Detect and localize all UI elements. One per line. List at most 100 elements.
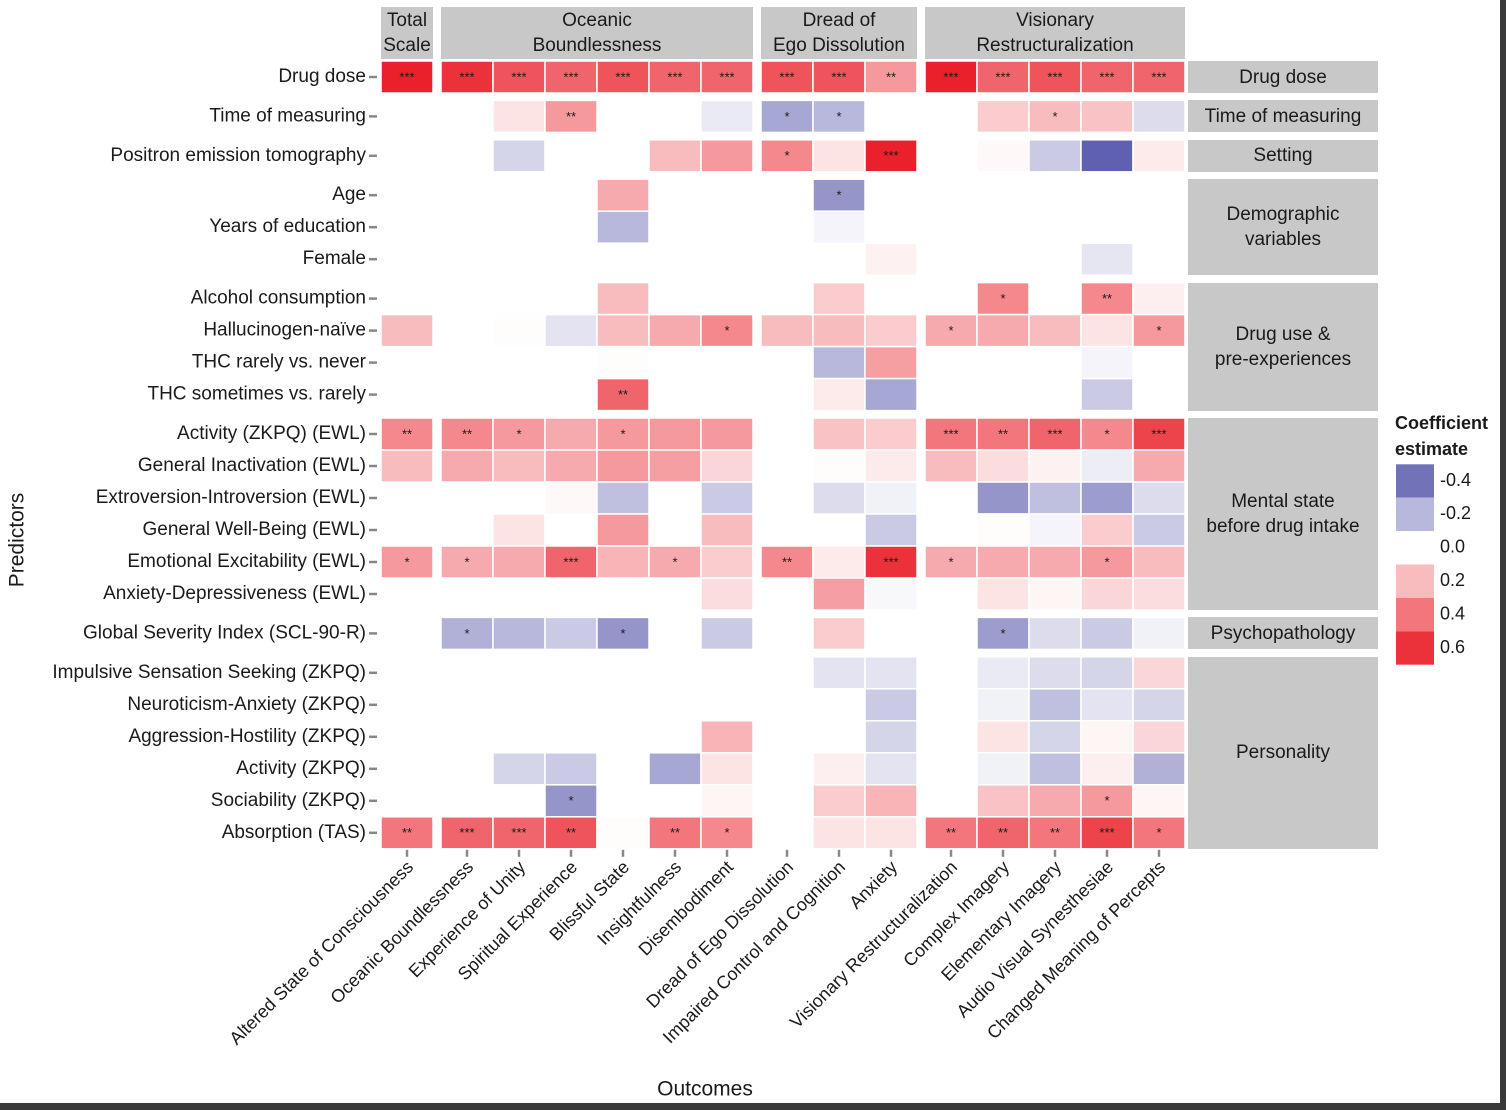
heatmap-cell (1028, 417, 1082, 451)
heatmap-cell (492, 616, 546, 651)
y-tick-label: Emotional Excitability (EWL) (127, 551, 366, 572)
y-tick-label: THC rarely vs. never (192, 352, 367, 373)
heatmap-cell (976, 720, 1030, 754)
heatmap-cell (1132, 720, 1186, 754)
row-group-header: Time of measuring (1188, 100, 1378, 133)
significance-label: * (948, 554, 953, 569)
significance-label: *** (615, 69, 630, 84)
significance-label: *** (1047, 426, 1062, 441)
significance-label: * (1104, 426, 1109, 441)
significance-label: *** (399, 69, 414, 84)
heatmap-cell (1080, 513, 1134, 547)
heatmap-cell (1028, 139, 1082, 173)
heatmap-cell (492, 752, 546, 786)
significance-label: ** (402, 426, 412, 441)
heatmap-cell (760, 313, 814, 348)
heatmap-cell (924, 60, 978, 94)
heatmap-cell (596, 816, 650, 850)
significance-label: * (836, 109, 841, 124)
significance-label: *** (563, 554, 578, 569)
legend-swatch (1396, 531, 1434, 565)
heatmap-cell (976, 513, 1030, 547)
heatmap-cell (812, 281, 866, 316)
significance-label: ** (670, 825, 680, 840)
heatmap-cell (1132, 313, 1186, 348)
significance-label: * (836, 188, 841, 203)
heatmap-cell (924, 816, 978, 850)
row-group-header: Demographic variables (1188, 179, 1378, 276)
heatmap-cell (544, 816, 598, 850)
significance-label: *** (667, 69, 682, 84)
heatmap-cell (864, 481, 918, 515)
x-axis-title: Outcomes (657, 1078, 753, 1101)
heatmap-cell (864, 377, 918, 412)
heatmap-cell (976, 577, 1030, 611)
heatmap-cell (812, 345, 866, 380)
heatmap-cell (1080, 545, 1134, 579)
heatmap-cell (440, 417, 494, 451)
significance-label: ** (998, 825, 1008, 840)
y-tick-label: Female (303, 248, 366, 269)
legend-swatch (1396, 497, 1434, 532)
heatmap-cell (1132, 281, 1186, 316)
heatmap-cell (1028, 577, 1082, 611)
heatmap-cell (700, 481, 754, 515)
heatmap-cell (1028, 688, 1082, 722)
heatmap-cell (1080, 242, 1134, 276)
significance-label: * (620, 626, 625, 641)
legend-swatch (1396, 464, 1434, 498)
heatmap-cell (648, 449, 702, 483)
significance-label: *** (943, 426, 958, 441)
heatmap-cell (1080, 720, 1134, 754)
heatmap-cell (812, 313, 866, 348)
heatmap-cell (864, 577, 918, 611)
heatmap-cell (1028, 481, 1082, 515)
heatmap-cell (976, 545, 1030, 579)
heatmap-cell (976, 99, 1030, 134)
heatmap-cell (648, 417, 702, 451)
heatmap-cell (864, 816, 918, 850)
significance-label: *** (719, 69, 734, 84)
y-tick-label: Global Severity Index (SCL-90-R) (83, 622, 366, 643)
heatmap-cell (1132, 816, 1186, 850)
significance-label: * (1156, 323, 1161, 338)
heatmap-cell (864, 545, 918, 579)
heatmap-cell (700, 816, 754, 850)
significance-label: * (516, 426, 521, 441)
heatmap-cell (864, 60, 918, 94)
heatmap-cell (1080, 656, 1134, 690)
heatmap-cell (492, 99, 546, 134)
significance-label: * (724, 825, 729, 840)
heatmap-cell (1028, 99, 1082, 134)
significance-label: * (1052, 109, 1057, 124)
y-tick-label: Time of measuring (209, 105, 366, 126)
row-group-header: Drug use & pre-experiences (1188, 282, 1378, 411)
heatmap-cell (1080, 577, 1134, 611)
heatmap-cell (864, 242, 918, 276)
heatmap-cell (812, 99, 866, 134)
y-tick-label: Neuroticism-Anxiety (ZKPQ) (127, 694, 366, 715)
heatmap-cell (1080, 481, 1134, 515)
legend-label: -0.2 (1440, 503, 1471, 523)
heatmap-cell (1132, 449, 1186, 483)
significance-label: * (1104, 793, 1109, 808)
heatmap-cell (1028, 449, 1082, 483)
heatmap-cell (1028, 752, 1082, 786)
significance-label: * (404, 554, 409, 569)
significance-label: * (784, 109, 789, 124)
y-tick-label: Drug dose (278, 66, 366, 87)
significance-label: *** (511, 825, 526, 840)
y-tick-label: Anxiety-Depressiveness (EWL) (103, 583, 366, 604)
significance-label: * (1156, 825, 1161, 840)
heatmap-cell (864, 656, 918, 690)
heatmap-cell (492, 449, 546, 483)
y-tick-label: Age (332, 184, 366, 205)
significance-label: *** (1099, 69, 1114, 84)
heatmap-cell (976, 784, 1030, 818)
x-tick-label: Anxiety (845, 857, 901, 913)
y-tick-label: Years of education (209, 216, 366, 237)
y-axis-title: Predictors (6, 493, 29, 588)
legend-swatch (1396, 631, 1434, 665)
